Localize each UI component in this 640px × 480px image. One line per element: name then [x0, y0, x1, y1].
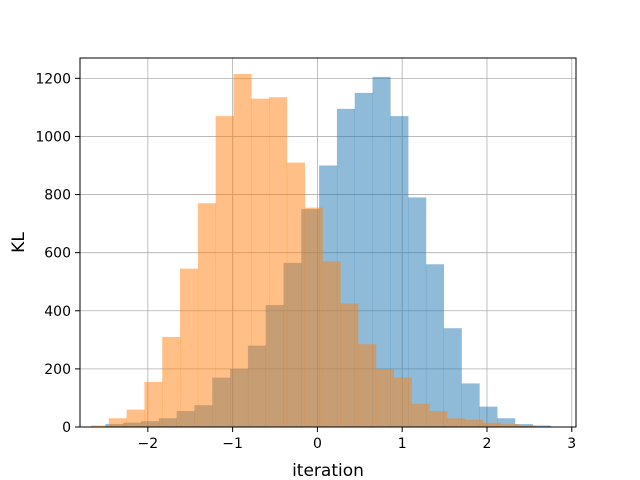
- x-tick-label: 0: [313, 436, 322, 452]
- histogram-bar: [126, 409, 145, 427]
- histogram-bar: [408, 197, 427, 427]
- histogram-bar: [358, 344, 377, 427]
- histogram-bar: [269, 97, 288, 427]
- x-tick-label: −2: [138, 436, 159, 452]
- histogram-bar: [375, 368, 395, 427]
- histogram-bar: [497, 418, 516, 427]
- histogram-bar: [532, 425, 551, 427]
- y-tick-label: 1200: [35, 71, 71, 87]
- y-tick-label: 1000: [35, 129, 71, 145]
- histogram-bar: [251, 98, 270, 428]
- histogram-bar: [447, 418, 466, 427]
- x-tick-label: −1: [222, 436, 243, 452]
- histogram-bar: [464, 419, 484, 427]
- histogram-bar: [340, 303, 359, 427]
- plot-frame: [79, 57, 577, 428]
- histogram-bar: [500, 424, 519, 427]
- histogram-bar: [354, 92, 373, 427]
- histogram-bar: [518, 425, 537, 427]
- y-tick-label: 200: [44, 362, 71, 378]
- histogram-bar: [304, 207, 323, 427]
- histogram-bar: [233, 73, 252, 427]
- histogram-bar: [479, 406, 498, 427]
- histogram-bar: [390, 116, 409, 428]
- histogram-bar: [429, 411, 448, 427]
- histogram-bars: [91, 73, 551, 428]
- histogram-bar: [91, 425, 110, 427]
- histogram-bar: [215, 116, 234, 428]
- histogram-bar: [482, 422, 501, 427]
- histogram-bar: [286, 162, 305, 427]
- y-tick-label: 800: [44, 188, 71, 204]
- histogram-bar: [425, 264, 445, 427]
- histogram-bar: [144, 381, 163, 427]
- histogram-bar: [461, 383, 480, 427]
- x-axis-label: iteration: [292, 461, 364, 480]
- histogram-bar: [108, 418, 127, 427]
- axis-ticks: −2 −1 0 1 2 3 0 200 400 600 800 1000 1200: [35, 71, 576, 452]
- x-tick-label: 2: [483, 436, 492, 452]
- histogram-bar: [411, 403, 430, 427]
- histogram-bar: [393, 377, 412, 427]
- grid: [80, 58, 576, 428]
- histogram-bar: [180, 268, 199, 427]
- x-tick-label: 1: [398, 436, 407, 452]
- x-tick-label: 3: [567, 436, 576, 452]
- y-tick-label: 400: [44, 304, 71, 320]
- y-tick-label: 0: [62, 420, 71, 436]
- histogram-bar: [322, 261, 341, 427]
- y-axis-label: KL: [9, 232, 29, 253]
- histogram-bar: [443, 328, 462, 427]
- y-tick-label: 600: [44, 246, 71, 262]
- histogram-bar: [162, 336, 181, 427]
- histogram-bar: [197, 203, 216, 427]
- histogram-bar: [372, 76, 391, 427]
